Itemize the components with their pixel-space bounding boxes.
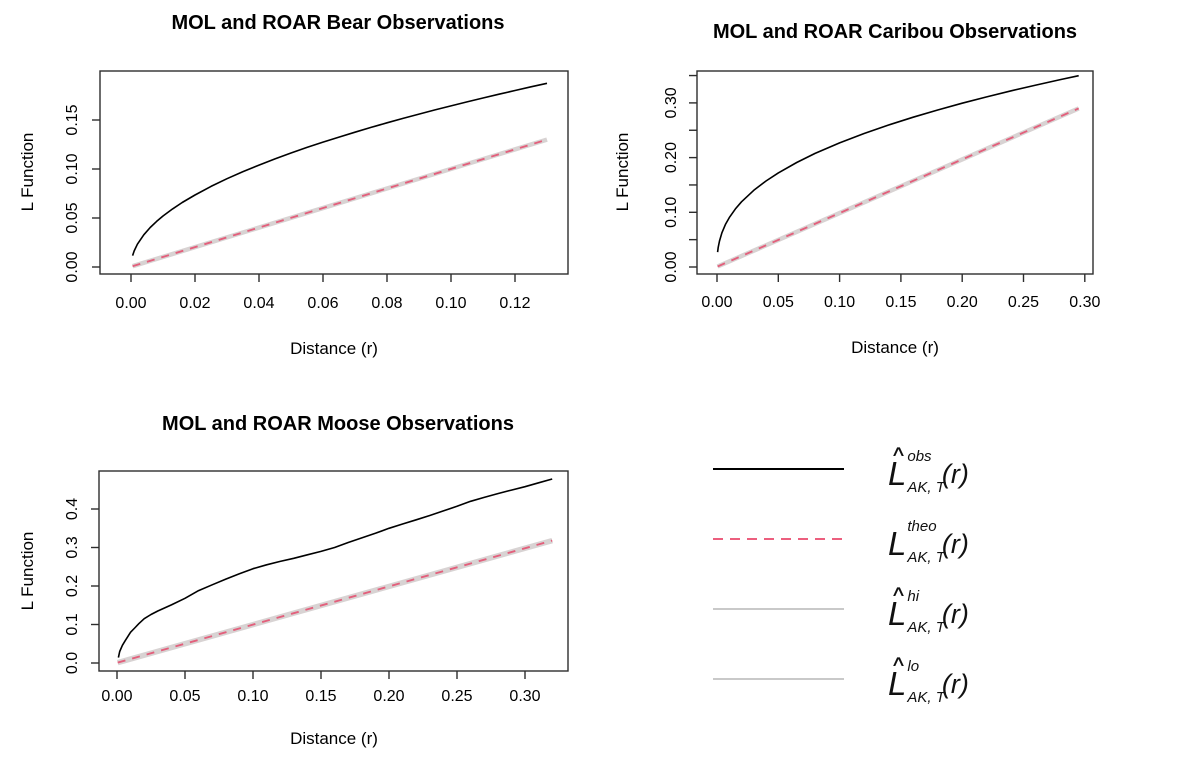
math-subscript: AK, T bbox=[907, 479, 945, 496]
x-tick-label: 0.10 bbox=[824, 294, 855, 311]
y-tick-label: 0.2 bbox=[64, 575, 81, 597]
y-tick-label: 0.05 bbox=[64, 202, 81, 233]
math-superscript: lo bbox=[907, 658, 920, 675]
y-tick-label: 0.30 bbox=[663, 87, 680, 118]
observed-curve bbox=[131, 82, 548, 256]
x-tick-label: 0.25 bbox=[441, 688, 472, 705]
math-argument: (r) bbox=[941, 599, 969, 629]
theoretical-line bbox=[117, 539, 553, 664]
x-tick-label: 0.00 bbox=[101, 688, 132, 705]
math-superscript: obs bbox=[907, 448, 932, 465]
x-tick-label: 0.05 bbox=[169, 688, 200, 705]
x-tick-label: 0.20 bbox=[947, 294, 978, 311]
x-tick-label: 0.05 bbox=[763, 294, 794, 311]
x-axis-title: Distance (r) bbox=[290, 339, 378, 358]
math-scripts: obs AK, T bbox=[907, 447, 945, 495]
plot-box bbox=[99, 70, 569, 275]
y-tick-label: 0.10 bbox=[663, 197, 680, 228]
math-base: L bbox=[888, 525, 907, 562]
math-scripts: theo AK, T bbox=[907, 517, 945, 565]
plot-moose: 0.00 0.05 0.10 0.15 0.20 0.25 0.30 0.0 0.1 0.2 0.3… bbox=[18, 413, 569, 748]
legend-theoretical-line-swatch bbox=[713, 537, 844, 541]
y-tick-label: 0.15 bbox=[64, 104, 81, 135]
x-tick-label: 0.00 bbox=[115, 295, 146, 312]
observed-curve bbox=[117, 478, 553, 658]
hat-symbol: ∧ bbox=[890, 583, 907, 600]
legend-hi-envelope-line-swatch bbox=[713, 608, 844, 610]
x-tick-label: 0.20 bbox=[373, 688, 404, 705]
x-tick-label: 0.02 bbox=[179, 295, 210, 312]
x-tick-label: 0.00 bbox=[701, 294, 732, 311]
math-base: ∧ L bbox=[888, 653, 907, 702]
y-axis-title: L Function bbox=[613, 133, 632, 212]
y-tick-label: 0.0 bbox=[64, 652, 81, 674]
x-tick-label: 0.30 bbox=[509, 688, 540, 705]
y-tick-label: 0.1 bbox=[64, 613, 81, 635]
y-axis-title: L Function bbox=[18, 532, 37, 611]
math-superscript: theo bbox=[907, 518, 937, 535]
y-tick-label: 0.3 bbox=[64, 536, 81, 558]
legend-observed-line-swatch bbox=[713, 467, 844, 471]
math-subscript: AK, T bbox=[907, 549, 945, 566]
hat-symbol: ∧ bbox=[890, 653, 907, 670]
theoretical-line bbox=[717, 107, 1080, 268]
plot-title: MOL and ROAR Bear Observations bbox=[171, 12, 504, 34]
x-tick-label: 0.12 bbox=[499, 295, 530, 312]
math-base: ∧ L bbox=[888, 443, 907, 492]
plot-box bbox=[98, 470, 569, 672]
math-argument: (r) bbox=[941, 669, 969, 699]
math-argument: (r) bbox=[941, 459, 969, 489]
plot-title: MOL and ROAR Caribou Observations bbox=[713, 21, 1077, 43]
y-tick-label: 0.00 bbox=[64, 251, 81, 282]
plot-box bbox=[696, 70, 1094, 275]
x-tick-label: 0.25 bbox=[1008, 294, 1039, 311]
theoretical-line bbox=[132, 138, 548, 268]
math-superscript: hi bbox=[907, 588, 920, 605]
x-axis-title: Distance (r) bbox=[851, 338, 939, 357]
plot-bear: 0.00 0.02 0.04 0.06 0.08 0.10 0.12 0.00 0.05 0.10… bbox=[18, 12, 569, 358]
plot-caribou: 0.00 0.05 0.10 0.15 0.20 0.25 0.30 0.00 0.10 0.20… bbox=[613, 21, 1100, 357]
plot-title: MOL and ROAR Moose Observations bbox=[162, 413, 514, 435]
math-subscript: AK, T bbox=[907, 619, 945, 636]
hat-symbol: ∧ bbox=[890, 443, 907, 460]
observed-curve bbox=[716, 74, 1079, 253]
y-tick-label: 0.4 bbox=[64, 498, 81, 520]
math-base: ∧ L bbox=[888, 583, 907, 632]
math-scripts: hi AK, T bbox=[907, 587, 945, 635]
x-tick-label: 0.10 bbox=[237, 688, 268, 705]
x-tick-label: 0.30 bbox=[1069, 294, 1100, 311]
math-scripts: lo AK, T bbox=[907, 657, 945, 705]
x-tick-label: 0.15 bbox=[305, 688, 336, 705]
legend-lo-envelope-line-swatch bbox=[713, 678, 844, 680]
y-axis-title: L Function bbox=[18, 133, 37, 212]
y-tick-label: 0.00 bbox=[663, 251, 680, 282]
x-tick-label: 0.06 bbox=[307, 295, 338, 312]
x-tick-label: 0.10 bbox=[435, 295, 466, 312]
x-tick-label: 0.08 bbox=[371, 295, 402, 312]
x-tick-label: 0.15 bbox=[885, 294, 916, 311]
y-tick-label: 0.20 bbox=[663, 142, 680, 173]
math-argument: (r) bbox=[941, 529, 969, 559]
x-tick-label: 0.04 bbox=[243, 295, 274, 312]
x-axis-title: Distance (r) bbox=[290, 729, 378, 748]
y-tick-label: 0.10 bbox=[64, 153, 81, 184]
math-subscript: AK, T bbox=[907, 689, 945, 706]
